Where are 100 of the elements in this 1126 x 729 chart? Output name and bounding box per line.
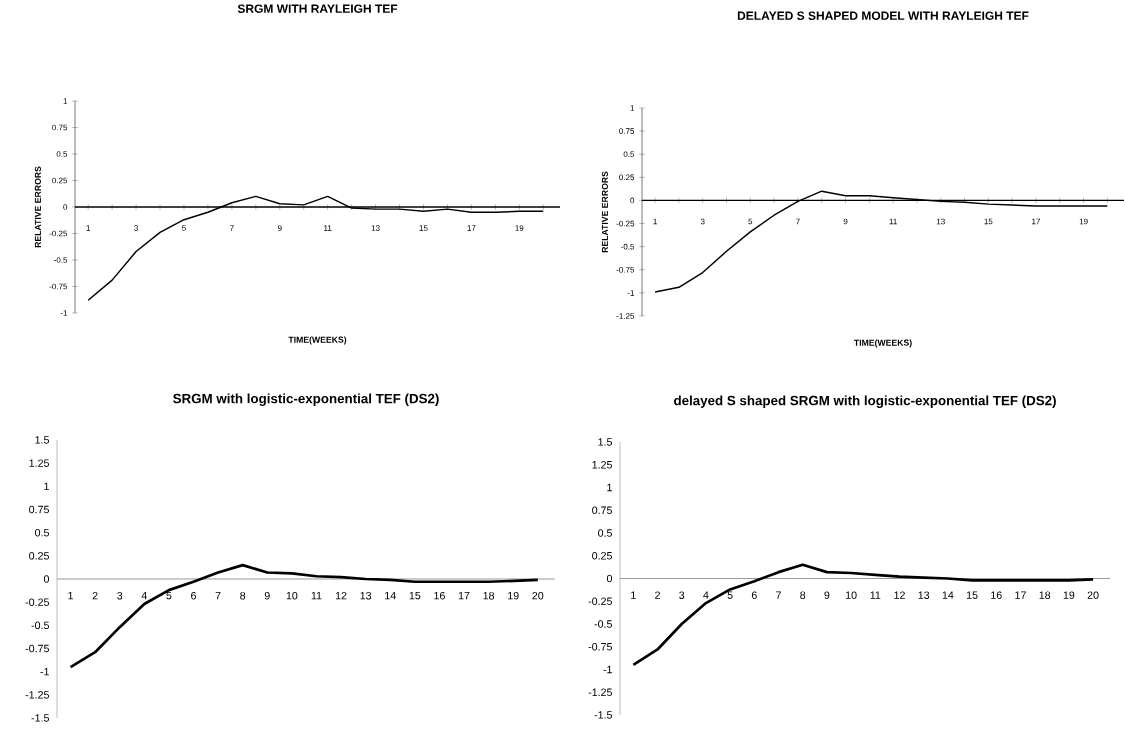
x-tick-label: 11	[311, 591, 322, 600]
y-tick-label: 1.5	[35, 436, 49, 444]
x-tick-label: 1	[653, 218, 657, 225]
x-tick-label: 10	[286, 591, 298, 600]
x-tick-label: 18	[483, 591, 495, 600]
y-tick-label: 0.5	[623, 151, 635, 158]
x-tick-label: 9	[264, 591, 270, 600]
x-tick-label: 5	[727, 591, 733, 599]
y-tick-label: 0.25	[29, 552, 49, 560]
x-tick-label: 19	[508, 591, 519, 600]
x-tick-label: 17	[1032, 218, 1040, 225]
x-axis-title: TIME(WEEKS)	[288, 336, 347, 345]
y-tick-label: -0.5	[54, 257, 68, 263]
y-tick-label: 0.25	[52, 177, 68, 184]
y-tick-label: 0.25	[592, 551, 612, 560]
x-tick-label: 3	[700, 218, 705, 225]
x-tick-label: 7	[230, 225, 234, 231]
y-tick-label: -0.75	[25, 644, 49, 653]
y-axis-title: RELATIVE ERRORS	[34, 166, 41, 248]
x-tick-label: 7	[796, 218, 800, 225]
y-tick-label: -1.25	[25, 691, 49, 699]
x-tick-label: 11	[889, 218, 897, 225]
x-tick-label: 17	[467, 225, 476, 231]
x-tick-label: 20	[1087, 591, 1099, 599]
y-tick-label: -1.5	[31, 714, 49, 722]
x-tick-label: 5	[748, 218, 753, 225]
y-tick-label: -0.5	[621, 243, 635, 250]
x-tick-label: 11	[870, 591, 881, 599]
y-tick-label: -0.75	[588, 642, 612, 651]
y-tick-label: -1	[40, 668, 49, 676]
x-tick-label: 7	[776, 591, 781, 599]
x-tick-label: 7	[215, 591, 221, 600]
x-tick-label: 5	[166, 591, 172, 600]
x-tick-label: 14	[942, 591, 954, 599]
x-tick-label: 15	[419, 225, 428, 231]
y-tick-label: 0.75	[592, 506, 612, 515]
x-tick-label: 9	[824, 591, 830, 599]
y-tick-label: 0.5	[56, 151, 68, 157]
x-tick-label: 3	[117, 591, 123, 600]
y-tick-label: -0.25	[49, 230, 68, 237]
x-tick-label: 19	[1063, 591, 1075, 599]
x-tick-label: 11	[324, 225, 332, 231]
x-tick-label: 16	[434, 591, 445, 600]
x-tick-label: 9	[277, 225, 282, 231]
y-tick-label: 1.25	[29, 459, 49, 467]
chart-title: SRGM WITH RAYLEIGH TEF	[237, 4, 398, 13]
y-tick-label: -1.25	[588, 688, 612, 697]
x-tick-label: 6	[191, 591, 196, 600]
x-tick-label: 4	[141, 591, 147, 600]
y-tick-label: -0.75	[616, 266, 635, 273]
x-tick-label: 2	[655, 591, 660, 599]
x-tick-label: 5	[182, 225, 186, 231]
y-tick-label: -0.25	[616, 220, 635, 227]
x-tick-label: 16	[991, 591, 1002, 599]
x-tick-label: 14	[385, 591, 396, 600]
chart-title: delayed S shaped SRGM with logistic-exponential TEF (DS2)	[674, 395, 1056, 408]
y-tick-label: 1	[63, 98, 68, 104]
y-tick-label: 0	[43, 575, 50, 583]
y-tick-label: -0.5	[594, 620, 612, 628]
x-tick-label: 10	[845, 591, 857, 599]
x-tick-label: 13	[371, 225, 380, 231]
x-tick-label: 18	[1039, 591, 1051, 599]
y-tick-label: 0	[63, 204, 68, 210]
x-tick-label: 17	[1015, 591, 1026, 599]
x-axis-title: TIME(WEEKS)	[853, 339, 912, 348]
y-tick-label: -0.25	[25, 598, 49, 606]
y-tick-label: 0	[630, 197, 635, 204]
y-tick-label: 0.75	[29, 505, 49, 514]
x-tick-label: 17	[458, 591, 470, 600]
x-tick-label: 3	[679, 591, 685, 599]
x-tick-label: 1	[86, 225, 91, 231]
x-tick-label: 20	[532, 591, 544, 600]
y-tick-label: -0.25	[588, 597, 612, 606]
y-tick-label: 0.5	[35, 528, 49, 537]
y-tick-label: -0.75	[49, 283, 68, 290]
y-tick-label: -1	[603, 665, 612, 674]
x-tick-label: 19	[1079, 218, 1088, 225]
x-tick-label: 19	[515, 225, 524, 231]
chart-title: DELAYED S SHAPED MODEL WITH RAYLEIGH TEF	[737, 11, 1029, 20]
y-tick-label: 0.75	[52, 124, 68, 131]
y-tick-label: 1.5	[598, 438, 612, 446]
y-tick-label: 0.5	[598, 529, 612, 537]
x-tick-label: 13	[936, 218, 945, 225]
y-tick-label: 0.75	[619, 128, 635, 134]
y-tick-label: 1	[630, 105, 635, 111]
x-tick-label: 15	[966, 591, 978, 599]
y-tick-label: -0.5	[31, 621, 49, 630]
y-axis-title: RELATIVE ERRORS	[601, 171, 608, 253]
x-tick-label: 3	[134, 225, 138, 231]
x-tick-label: 8	[240, 591, 246, 600]
x-tick-label: 2	[92, 591, 98, 600]
y-tick-label: 1	[607, 483, 612, 492]
x-tick-label: 12	[335, 591, 347, 600]
y-tick-label: 0	[606, 574, 613, 583]
x-tick-label: 12	[894, 591, 905, 599]
x-tick-label: 13	[360, 591, 372, 600]
x-tick-label: 8	[800, 591, 806, 599]
x-tick-label: 9	[843, 218, 848, 225]
x-tick-label: 6	[751, 591, 757, 599]
y-tick-label: 1.25	[592, 460, 612, 469]
